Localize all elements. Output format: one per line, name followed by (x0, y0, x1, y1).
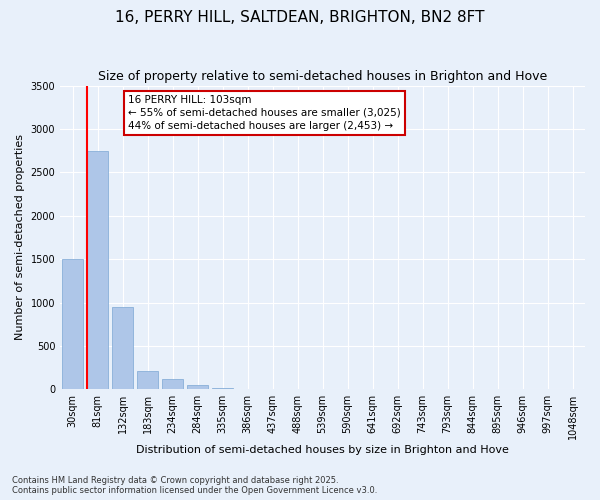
Bar (187, 384, 208, 390)
Bar (62, 259, 83, 390)
Text: Contains HM Land Registry data © Crown copyright and database right 2025.
Contai: Contains HM Land Registry data © Crown c… (12, 476, 377, 495)
Y-axis label: Number of semi-detached properties: Number of semi-detached properties (15, 134, 25, 340)
X-axis label: Distribution of semi-detached houses by size in Brighton and Hove: Distribution of semi-detached houses by … (136, 445, 509, 455)
Title: Size of property relative to semi-detached houses in Brighton and Hove: Size of property relative to semi-detach… (98, 70, 547, 83)
Bar (212, 388, 233, 390)
Bar (137, 371, 158, 390)
Bar (112, 307, 133, 390)
Bar (87, 150, 108, 390)
Text: 16, PERRY HILL, SALTDEAN, BRIGHTON, BN2 8FT: 16, PERRY HILL, SALTDEAN, BRIGHTON, BN2 … (115, 10, 485, 25)
Bar (162, 379, 183, 390)
Text: 16 PERRY HILL: 103sqm
← 55% of semi-detached houses are smaller (3,025)
44% of s: 16 PERRY HILL: 103sqm ← 55% of semi-deta… (128, 94, 401, 131)
